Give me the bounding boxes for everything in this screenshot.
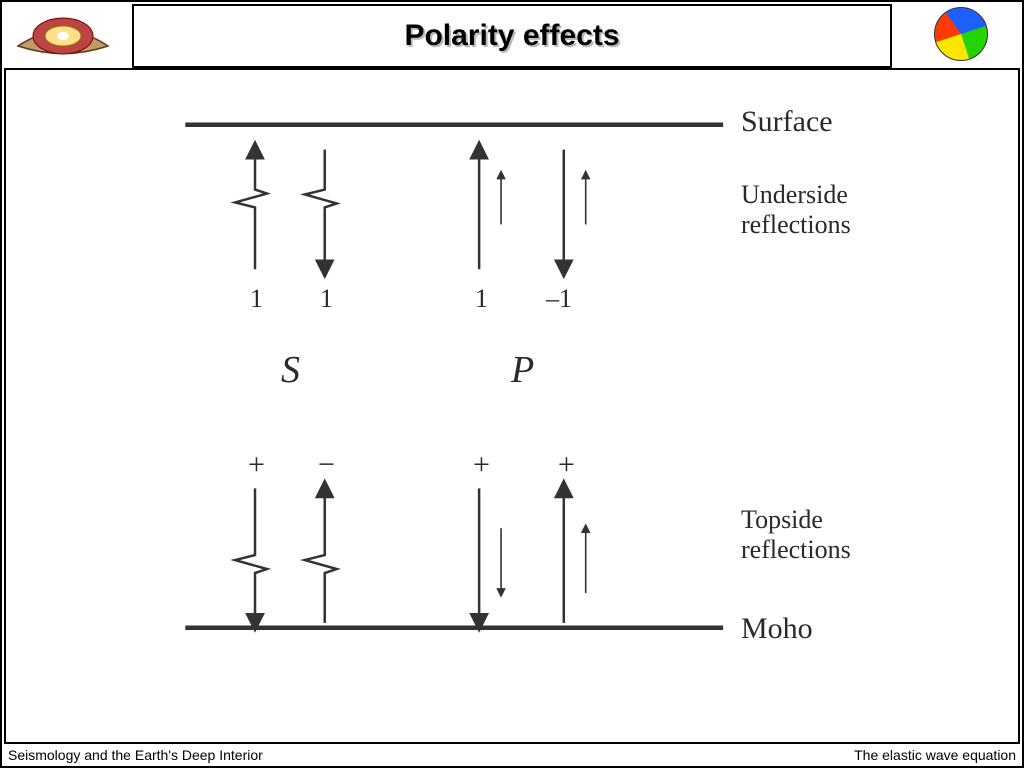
globe-icon: [934, 7, 988, 61]
logo-right: [906, 6, 1016, 62]
title-bar: Polarity effects: [132, 4, 892, 68]
label-moho: Moho: [741, 612, 813, 646]
val-p2: –1: [546, 284, 572, 314]
content-frame: Surface Underside reflections Topside re…: [4, 68, 1020, 744]
label-p: P: [511, 348, 534, 392]
sign-s-minus: −: [318, 448, 335, 482]
slide: Polarity effects Surface Underside refle…: [0, 0, 1024, 768]
footer-left: Seismology and the Earth's Deep Interior: [8, 747, 263, 763]
sign-s-plus: +: [248, 448, 265, 482]
sign-p-plus1: +: [473, 448, 490, 482]
logo-left: [8, 6, 118, 62]
sign-p-plus2: +: [558, 448, 575, 482]
label-topside: Topside reflections: [741, 505, 851, 565]
footer-right: The elastic wave equation: [854, 747, 1016, 763]
label-surface: Surface: [741, 105, 833, 139]
label-underside: Underside reflections: [741, 180, 851, 240]
val-p1: 1: [475, 284, 488, 314]
val-s1: 1: [250, 284, 263, 314]
label-s: S: [281, 348, 300, 392]
footer: Seismology and the Earth's Deep Interior…: [8, 746, 1016, 764]
val-s2: 1: [320, 284, 333, 314]
slide-title: Polarity effects: [404, 19, 619, 53]
polarity-diagram: [6, 70, 1018, 741]
